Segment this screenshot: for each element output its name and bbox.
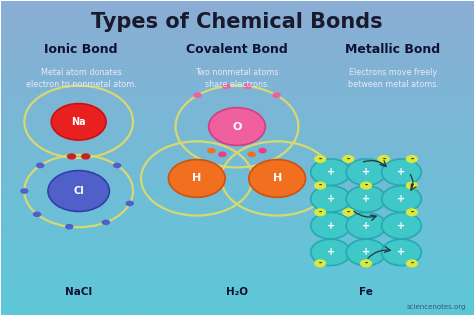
Circle shape: [81, 153, 91, 160]
Text: Na: Na: [72, 117, 86, 127]
Circle shape: [382, 212, 421, 239]
Text: -: -: [410, 208, 413, 217]
Text: -: -: [319, 259, 322, 268]
Text: Fe: Fe: [359, 287, 373, 297]
Circle shape: [406, 181, 418, 190]
Circle shape: [258, 148, 267, 154]
Text: +: +: [327, 221, 335, 231]
Text: -: -: [347, 155, 350, 163]
Text: Two nonmetal atoms
share electrons.: Two nonmetal atoms share electrons.: [195, 68, 279, 89]
Text: Covalent Bond: Covalent Bond: [186, 43, 288, 56]
Text: H: H: [273, 173, 282, 184]
Text: -: -: [365, 181, 367, 190]
Text: -: -: [365, 259, 367, 268]
Circle shape: [342, 155, 355, 163]
Text: -: -: [319, 181, 322, 190]
Text: +: +: [397, 194, 406, 204]
Text: H: H: [192, 173, 201, 184]
Circle shape: [346, 186, 386, 212]
Text: Electrons move freely
between metal atoms.: Electrons move freely between metal atom…: [347, 68, 438, 89]
Circle shape: [193, 92, 202, 98]
Circle shape: [360, 259, 372, 267]
Text: +: +: [327, 167, 335, 177]
Text: -: -: [382, 155, 385, 163]
Text: +: +: [397, 247, 406, 258]
Circle shape: [244, 83, 252, 89]
Text: Types of Chemical Bonds: Types of Chemical Bonds: [91, 12, 383, 32]
Text: +: +: [362, 194, 370, 204]
Circle shape: [36, 163, 45, 168]
Circle shape: [65, 224, 73, 229]
Circle shape: [101, 220, 110, 225]
Circle shape: [209, 108, 265, 145]
Text: -: -: [347, 208, 350, 217]
Circle shape: [382, 186, 421, 212]
Circle shape: [406, 208, 418, 216]
Circle shape: [67, 153, 76, 160]
Circle shape: [126, 201, 134, 206]
Text: NaCl: NaCl: [65, 287, 92, 297]
Circle shape: [346, 239, 386, 265]
Text: +: +: [327, 194, 335, 204]
Text: sciencenotes.org: sciencenotes.org: [407, 304, 466, 310]
Text: -: -: [410, 155, 413, 163]
Circle shape: [382, 239, 421, 265]
Circle shape: [314, 155, 326, 163]
Circle shape: [311, 212, 350, 239]
Circle shape: [247, 152, 256, 157]
Circle shape: [311, 186, 350, 212]
Text: +: +: [362, 247, 370, 258]
Text: Ionic Bond: Ionic Bond: [44, 43, 118, 56]
Circle shape: [378, 155, 390, 163]
Circle shape: [342, 208, 355, 216]
Circle shape: [48, 171, 109, 211]
Circle shape: [249, 160, 306, 197]
Circle shape: [207, 148, 216, 154]
Text: -: -: [410, 181, 413, 190]
Circle shape: [113, 163, 121, 168]
Circle shape: [51, 104, 106, 140]
Circle shape: [33, 211, 41, 217]
Circle shape: [222, 83, 230, 89]
Text: Cl: Cl: [73, 186, 84, 196]
Text: O: O: [232, 122, 242, 131]
Circle shape: [346, 159, 386, 185]
Text: Metal atom donates
electron to nonmetal atom.: Metal atom donates electron to nonmetal …: [26, 68, 137, 89]
Circle shape: [406, 259, 418, 267]
Circle shape: [346, 212, 386, 239]
Circle shape: [311, 159, 350, 185]
Text: +: +: [362, 221, 370, 231]
Text: +: +: [397, 221, 406, 231]
Text: Metallic Bond: Metallic Bond: [346, 43, 440, 56]
Circle shape: [218, 152, 227, 157]
Text: +: +: [397, 167, 406, 177]
Text: H₂O: H₂O: [226, 287, 248, 297]
Text: -: -: [319, 155, 322, 163]
Circle shape: [360, 181, 372, 190]
Circle shape: [272, 92, 281, 98]
Circle shape: [20, 188, 28, 194]
Circle shape: [168, 160, 225, 197]
Circle shape: [314, 259, 326, 267]
Text: +: +: [327, 247, 335, 258]
Circle shape: [314, 181, 326, 190]
Circle shape: [311, 239, 350, 265]
Text: +: +: [362, 167, 370, 177]
Circle shape: [406, 155, 418, 163]
Text: -: -: [319, 208, 322, 217]
Text: -: -: [410, 259, 413, 268]
Circle shape: [382, 159, 421, 185]
Circle shape: [314, 208, 326, 216]
